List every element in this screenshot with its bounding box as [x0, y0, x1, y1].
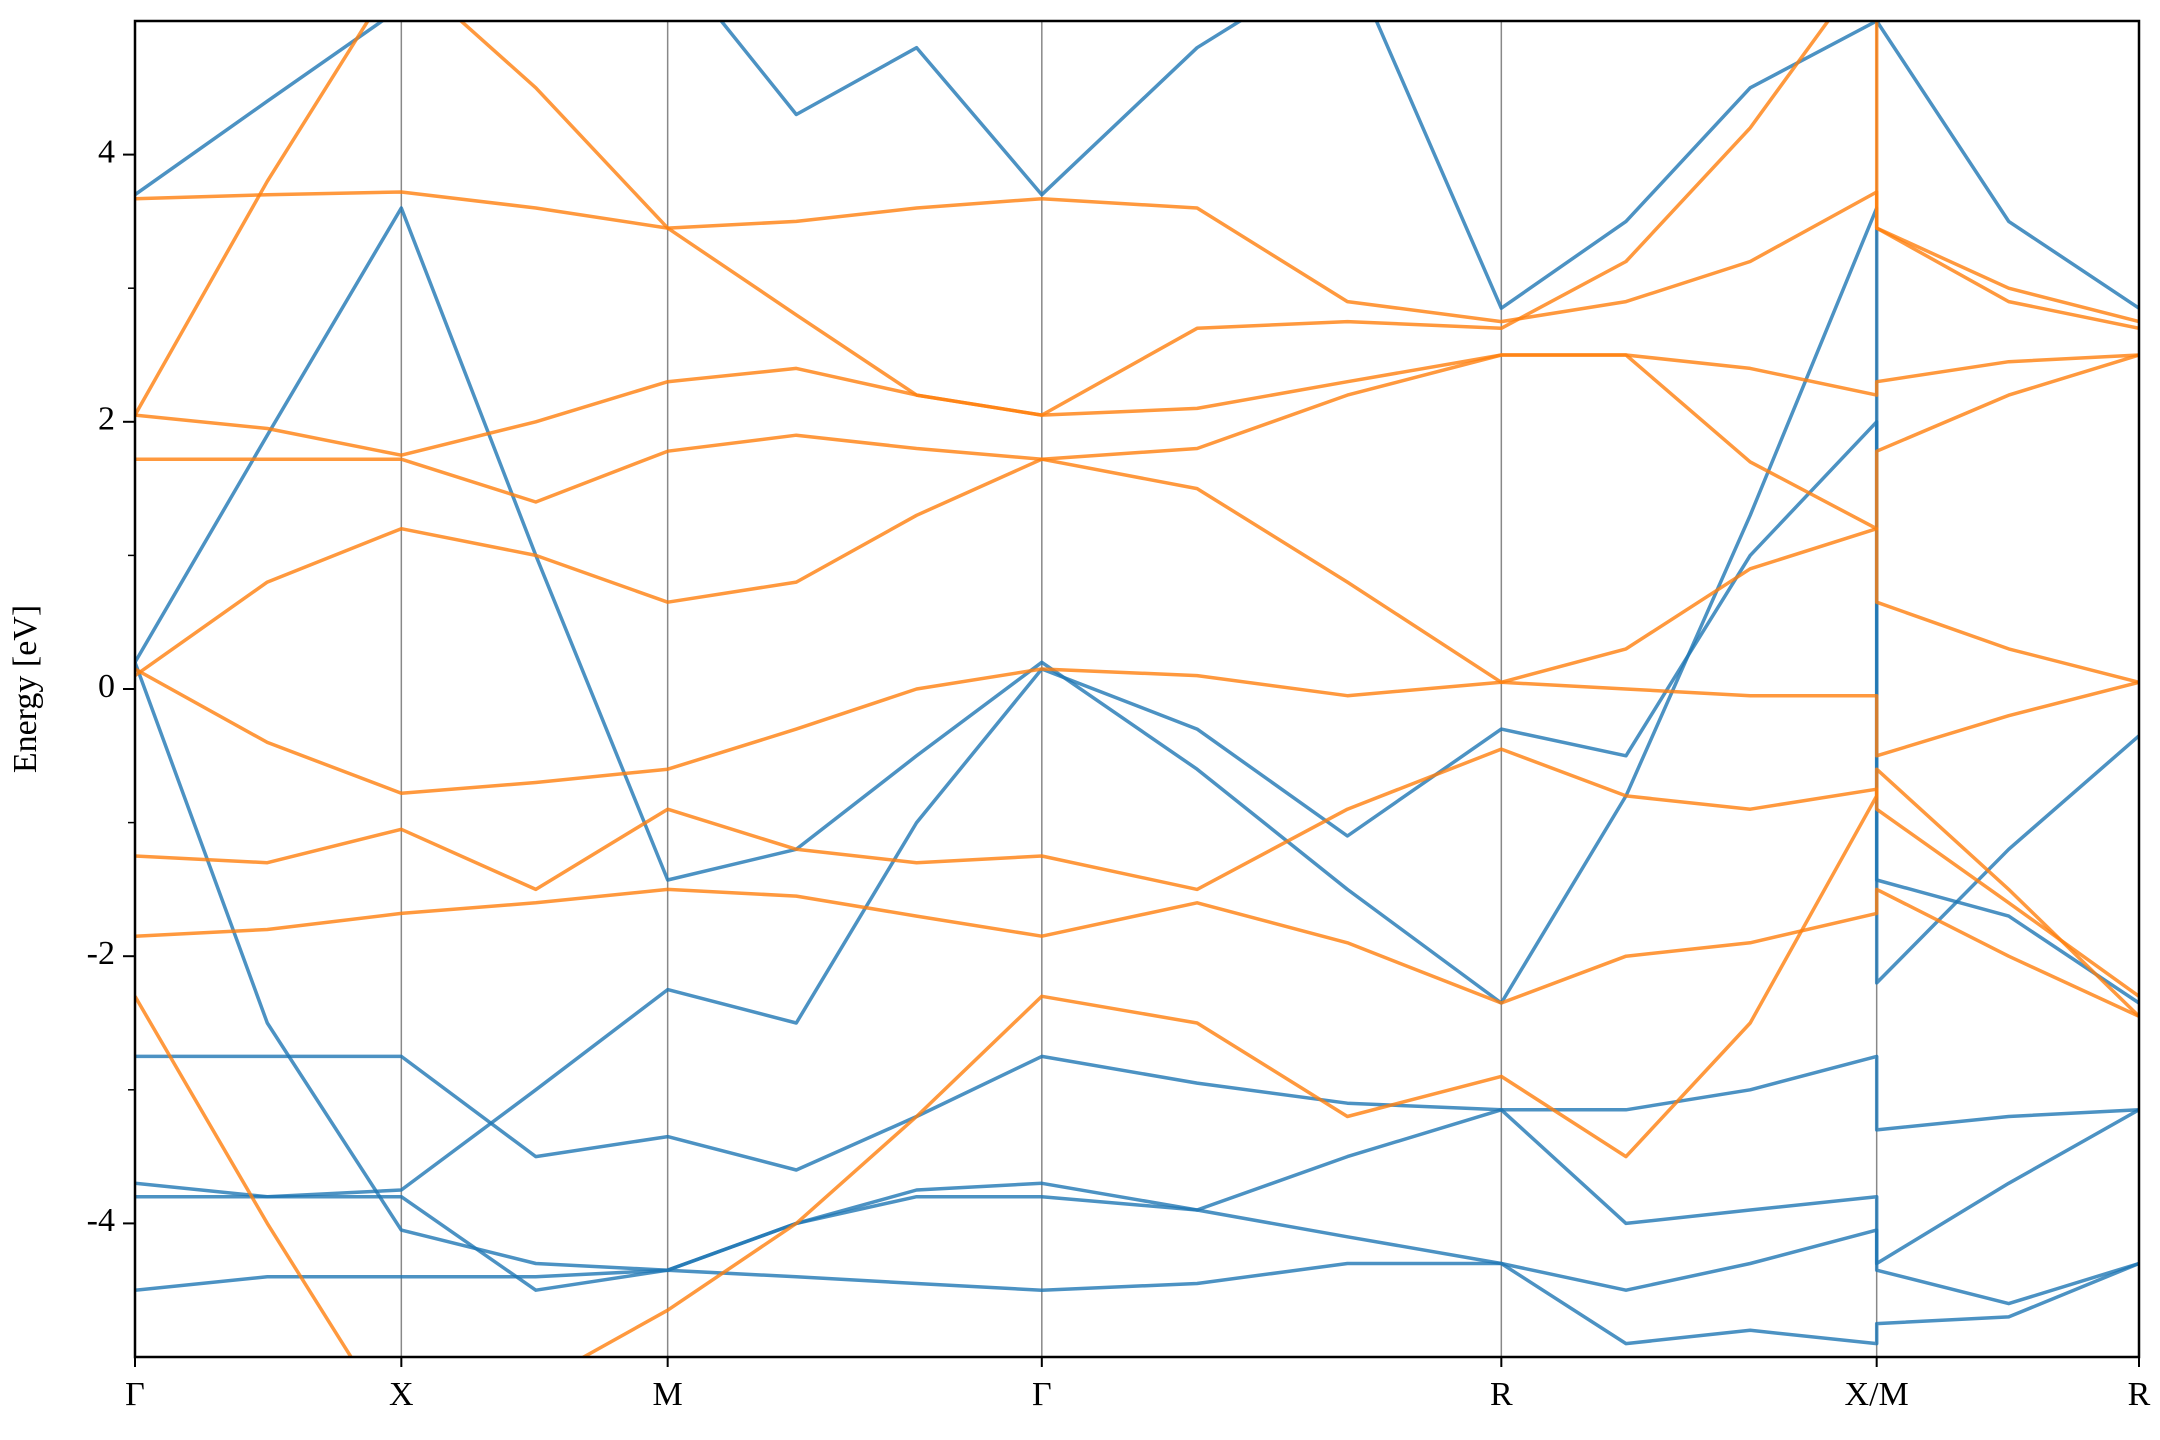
band-line	[135, 1261, 2139, 1346]
y-tick-label: 2	[98, 401, 115, 438]
band-line	[135, 353, 2139, 531]
y-tick-label: 4	[98, 133, 115, 170]
band-line	[135, 21, 2139, 417]
x-tick-label: M	[653, 1376, 683, 1413]
band-line	[135, 420, 2139, 1199]
band-line	[135, 661, 2139, 1306]
axes-frame	[133, 19, 2141, 1359]
x-tick-label: R	[1490, 1376, 1513, 1413]
band-line	[135, 887, 2139, 1018]
band-line	[135, 353, 2139, 457]
grid	[134, 21, 2140, 1357]
band-line	[135, 747, 2139, 998]
y-tick-label: 0	[98, 668, 115, 705]
band-line	[135, 667, 2139, 795]
y-axis-label: Energy [eV]	[7, 605, 44, 773]
y-tick-label: -4	[87, 1202, 115, 1239]
band-line	[135, 206, 2139, 1005]
band-line	[135, 1054, 2139, 1172]
y-tick-label: -2	[87, 935, 115, 972]
x-tick-label: X/M	[1845, 1376, 1909, 1413]
band-line	[135, 1108, 2139, 1292]
band-line	[135, 767, 2139, 1357]
x-tick-label: R	[2128, 1376, 2151, 1413]
band-line	[135, 457, 2139, 685]
x-tick-label: Γ	[125, 1376, 145, 1413]
x-tick-label: Γ	[1032, 1376, 1052, 1413]
band-line	[135, 21, 2139, 310]
bands	[135, 21, 2139, 1357]
x-tick-label: X	[389, 1376, 414, 1413]
